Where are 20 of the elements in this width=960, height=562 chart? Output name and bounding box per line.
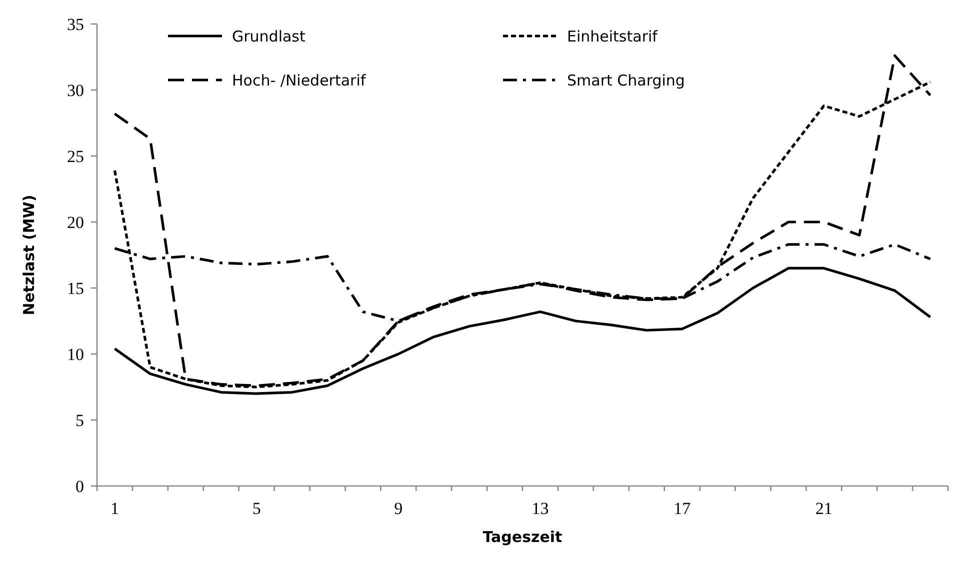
y-tick-label: 10 — [67, 344, 84, 364]
x-axis-title: Tageszeit — [482, 528, 562, 546]
y-tick-label: 30 — [67, 80, 84, 100]
x-tick-label: 13 — [532, 499, 549, 518]
y-tick-label: 15 — [67, 278, 84, 298]
y-tick-label: 5 — [76, 410, 84, 430]
x-tick-label: 1 — [110, 499, 119, 518]
y-axis-title: Netzlast (MW) — [20, 194, 38, 316]
legend-label: Einheitstarif — [567, 27, 658, 46]
legend-label: Smart Charging — [567, 71, 685, 90]
x-tick-label: 21 — [815, 499, 832, 518]
y-tick-label: 35 — [67, 14, 84, 34]
y-tick-label: 25 — [67, 146, 84, 166]
y-tick-label: 0 — [76, 476, 84, 496]
y-tick-label: 20 — [67, 212, 84, 232]
legend-label: Grundlast — [232, 27, 306, 46]
x-tick-label: 9 — [394, 499, 403, 518]
legend-label: Hoch- /Niedertarif — [232, 71, 366, 90]
x-tick-label: 17 — [674, 499, 692, 518]
x-tick-label: 5 — [252, 499, 261, 518]
